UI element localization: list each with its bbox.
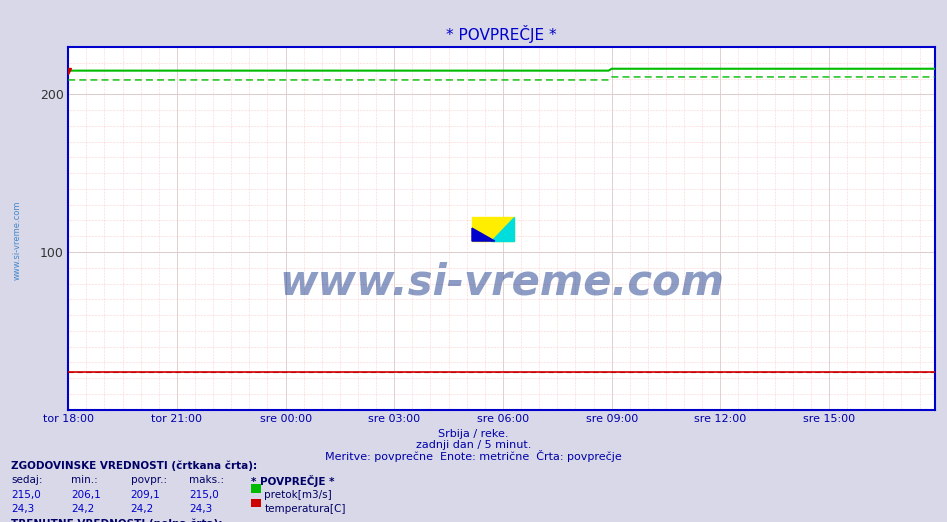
Polygon shape [472, 228, 495, 241]
Text: temperatura[C]: temperatura[C] [264, 504, 346, 514]
Text: Srbija / reke.: Srbija / reke. [438, 429, 509, 439]
Text: zadnji dan / 5 minut.: zadnji dan / 5 minut. [416, 440, 531, 449]
Text: 215,0: 215,0 [189, 490, 219, 500]
Text: min.:: min.: [71, 475, 98, 485]
Text: 24,3: 24,3 [11, 504, 35, 514]
Title: * POVPREČJE *: * POVPREČJE * [446, 25, 557, 43]
Polygon shape [491, 218, 513, 241]
Text: maks.:: maks.: [189, 475, 224, 485]
Text: www.si-vreme.com: www.si-vreme.com [12, 200, 22, 280]
Text: 215,0: 215,0 [11, 490, 41, 500]
Text: Meritve: povprečne  Enote: metrične  Črta: povprečje: Meritve: povprečne Enote: metrične Črta:… [325, 450, 622, 462]
Text: povpr.:: povpr.: [131, 475, 167, 485]
Text: 209,1: 209,1 [131, 490, 160, 500]
Text: www.si-vreme.com: www.si-vreme.com [279, 262, 724, 304]
Text: 24,2: 24,2 [131, 504, 154, 514]
Text: ZGODOVINSKE VREDNOSTI (črtkana črta):: ZGODOVINSKE VREDNOSTI (črtkana črta): [11, 460, 258, 471]
Text: 24,3: 24,3 [189, 504, 213, 514]
Bar [472, 218, 513, 241]
Text: * POVPREČJE *: * POVPREČJE * [251, 475, 334, 487]
Text: sedaj:: sedaj: [11, 475, 43, 485]
Text: 206,1: 206,1 [71, 490, 100, 500]
Text: pretok[m3/s]: pretok[m3/s] [264, 490, 332, 500]
Text: 24,2: 24,2 [71, 504, 95, 514]
Text: TRENUTNE VREDNOSTI (polna črta):: TRENUTNE VREDNOSTI (polna črta): [11, 519, 223, 522]
